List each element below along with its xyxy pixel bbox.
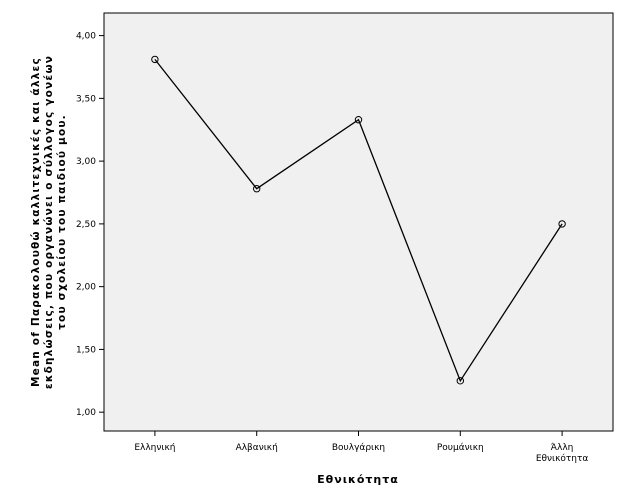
data-point [151,55,159,64]
data-point [253,185,261,193]
y-axis-title-line: Mean of Παρακολουθώ καλλιτεχνικές και άλ… [30,57,42,387]
data-point [558,220,566,228]
y-tick-label: 1,00 [76,408,96,418]
x-tick-label: Ελληνική [134,443,175,453]
x-tick-label: Αλβανική [236,443,278,453]
x-tick-label-line: Ρουμάνικη [437,443,484,453]
y-tick-label: 4,00 [76,32,96,42]
x-axis-title: Εθνικότητα [317,473,399,486]
y-axis-title-group: Mean of Παρακολουθώ καλλιτεχνικές και άλ… [30,55,68,389]
x-tick-label: Ρουμάνικη [437,443,484,453]
data-point [354,116,363,124]
x-tick-label-line: Άλλη [551,443,574,453]
x-tick-label-line: Εθνικότητα [536,453,589,464]
y-axis-title-line: εκδηλώσεις, που οργανώνει ο σύλλογος γον… [43,55,55,389]
x-tick-label: Άλλη Εθνικότητα [536,443,589,464]
y-axis: 1,00 1,50 2,00 2,50 3,00 3,50 4,00 [76,32,104,418]
y-tick-label: 2,50 [76,220,96,230]
x-tick-label-line: Αλβανική [236,443,278,453]
y-axis-title-line: του σχολείου του παιδιού μου. [56,114,68,330]
series-line [154,58,563,383]
data-point [456,377,464,385]
x-tick-label: Βουλγάρικη [332,443,385,453]
y-tick-label: 2,00 [76,283,96,293]
x-axis: Ελληνική Αλβανική Βουλγάρικη Ρουμάνικη Άλλη Ε… [134,431,588,464]
y-tick-label: 1,50 [76,345,96,355]
x-tick-label-line: Βουλγάρικη [332,443,385,453]
x-tick-label-line: Ελληνική [134,443,175,453]
series-group [151,55,566,385]
y-tick-label: 3,00 [76,157,96,167]
y-tick-label: 3,50 [76,94,96,104]
y-axis-title: Mean of Παρακολουθώ καλλιτεχνικές και άλ… [30,55,68,389]
plot-area [103,12,614,432]
